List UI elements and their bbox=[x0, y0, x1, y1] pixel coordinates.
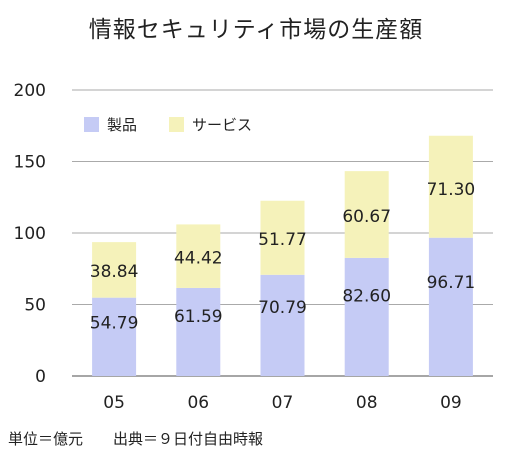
bar-product bbox=[176, 287, 221, 376]
x-tick-label: 08 bbox=[356, 393, 378, 413]
data-label: 38.84 bbox=[90, 262, 139, 282]
stacked-bar-chart: 0 50 100 150 200 54.79 38.84 05 61.59 44.42 06 70.7… bbox=[14, 81, 493, 413]
data-label: 71.30 bbox=[427, 180, 476, 200]
y-tick-label: 0 bbox=[35, 367, 46, 387]
data-label: 70.79 bbox=[258, 298, 307, 318]
bar-service bbox=[92, 242, 137, 298]
chart-title: 情報セキュリティ市場の生産額 bbox=[88, 17, 424, 43]
data-label: 82.60 bbox=[342, 287, 391, 307]
data-label: 60.67 bbox=[342, 207, 391, 227]
legend-swatch-service bbox=[169, 117, 184, 132]
data-label: 61.59 bbox=[174, 307, 223, 327]
bar-service bbox=[260, 200, 305, 275]
legend-label: サービス bbox=[192, 116, 252, 134]
y-tick-label: 150 bbox=[14, 153, 46, 173]
x-tick-label: 06 bbox=[187, 393, 209, 413]
legend-label: 製品 bbox=[107, 116, 137, 134]
y-tick-label: 200 bbox=[14, 81, 46, 101]
bar-product bbox=[92, 297, 137, 376]
bar-product bbox=[260, 274, 305, 376]
bar-service bbox=[344, 171, 389, 258]
bar-product bbox=[344, 257, 389, 376]
x-tick-label: 09 bbox=[440, 393, 462, 413]
legend-swatch-product bbox=[84, 117, 99, 132]
x-tick-label: 05 bbox=[103, 393, 125, 413]
y-tick-label: 100 bbox=[14, 224, 46, 244]
data-label: 44.42 bbox=[174, 248, 223, 268]
data-label: 96.71 bbox=[427, 273, 476, 293]
chart-footnote: 単位＝億元 出典＝９日付自由時報 bbox=[8, 430, 264, 448]
x-tick-label: 07 bbox=[272, 393, 294, 413]
bar-service bbox=[176, 224, 221, 288]
y-tick-label: 50 bbox=[24, 296, 46, 316]
bar-service bbox=[428, 135, 473, 238]
bar-product bbox=[428, 237, 473, 376]
data-label: 51.77 bbox=[258, 230, 307, 250]
data-label: 54.79 bbox=[90, 314, 139, 334]
